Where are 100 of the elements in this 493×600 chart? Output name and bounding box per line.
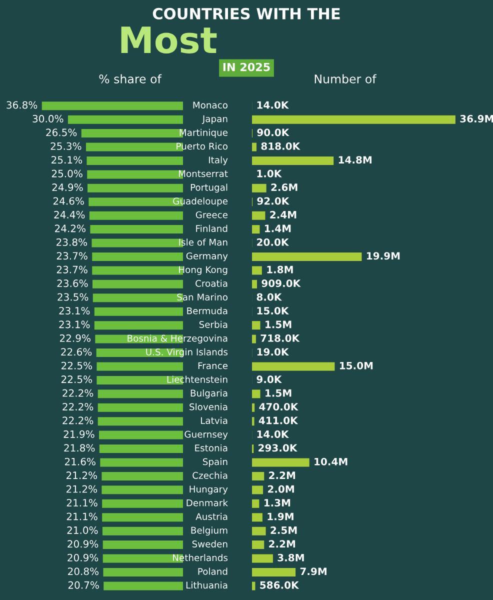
bar — [92, 252, 183, 261]
data-label: 15.0M — [340, 362, 373, 370]
bar — [252, 390, 260, 398]
bar — [252, 252, 362, 261]
y-tick-label: Netherlands — [173, 554, 228, 562]
bar — [100, 458, 183, 467]
data-label: 7.9M — [300, 568, 326, 576]
y-tick-label: Puerto Rico — [176, 142, 228, 150]
bar — [252, 362, 335, 371]
data-label: 21.0% — [67, 526, 98, 534]
bar — [252, 472, 264, 480]
data-label: 22.5% — [62, 376, 92, 384]
x-axis-title: % share of — [99, 74, 162, 84]
bar — [102, 499, 183, 508]
bar — [252, 211, 266, 220]
bar — [102, 540, 183, 550]
data-label: 25.1% — [52, 156, 82, 164]
chart-subtitle: Most — [121, 26, 217, 54]
y-tick-label: Sweden — [192, 540, 228, 548]
y-tick-label: Belgium — [191, 526, 228, 536]
bar — [94, 321, 183, 330]
data-label: 23.6% — [57, 280, 88, 288]
y-tick-label: Bosnia & Herzegovina — [128, 334, 228, 344]
data-label: 30.0% — [32, 114, 64, 122]
y-tick-label: Czechia — [192, 472, 228, 479]
data-label: 1.5M — [266, 320, 292, 328]
bar — [252, 568, 296, 576]
y-tick-label: Japan — [202, 115, 228, 124]
data-label: 21.1% — [66, 512, 98, 520]
data-label: 818.0K — [261, 142, 300, 150]
data-label: 1.5M — [266, 389, 292, 397]
data-label: 9.0K — [256, 376, 282, 384]
y-tick-label: Poland — [198, 568, 228, 575]
bar — [252, 266, 262, 275]
data-label: 21.6% — [64, 458, 96, 466]
bar — [252, 280, 258, 288]
bar — [98, 403, 183, 412]
bar — [98, 417, 183, 426]
data-label: 2.5M — [270, 526, 297, 534]
data-label: 21.2% — [66, 472, 97, 480]
data-label: 22.5% — [62, 362, 92, 370]
y-tick-label: Austria — [196, 512, 228, 520]
bar — [68, 115, 183, 124]
data-label: 25.3% — [50, 142, 82, 150]
y-tick-label: Martinique — [180, 128, 228, 138]
data-label: 718.0K — [260, 334, 300, 342]
bar — [104, 582, 183, 590]
y-tick-label: Monaco — [193, 102, 228, 109]
bar — [252, 526, 266, 536]
data-label: 1.8M — [267, 266, 293, 274]
bar — [99, 444, 183, 454]
data-label: 21.1% — [66, 498, 98, 507]
data-label: 26.5% — [46, 128, 77, 136]
data-label: 1.0K — [257, 170, 282, 178]
data-label: 24.6% — [53, 197, 84, 205]
bar — [94, 307, 183, 316]
data-label: 24.2% — [54, 224, 86, 232]
y-tick-label: Hong Kong — [179, 266, 228, 275]
y-tick-label: Italy — [209, 156, 228, 166]
data-label: 15.0K — [257, 306, 289, 315]
data-label: 1.4M — [265, 224, 291, 232]
bar — [252, 513, 262, 522]
data-label: 1.9M — [268, 512, 294, 520]
bar — [252, 403, 255, 412]
data-label: 470.0K — [259, 402, 298, 411]
bar — [252, 554, 273, 563]
data-label: 1.3M — [264, 498, 290, 507]
text: COUNTRIES WITH THE — [152, 8, 340, 20]
bar — [92, 280, 183, 288]
data-label: 21.9% — [64, 430, 94, 438]
data-label: 19.9M — [367, 252, 400, 260]
bar — [252, 184, 266, 192]
bar — [252, 334, 256, 344]
data-label: 22.2% — [62, 402, 94, 411]
y-tick-label: Greece — [196, 211, 228, 218]
y-tick-label: Estonia — [195, 444, 228, 452]
y-tick-label: Finland — [196, 224, 228, 232]
x-axis-title: Number of — [314, 74, 376, 84]
data-label: 21.8% — [64, 444, 95, 452]
data-label: 22.9% — [60, 334, 90, 342]
data-label: 23.5% — [58, 293, 88, 301]
data-label: 586.0K — [260, 581, 300, 589]
data-label: 19.0K — [257, 348, 289, 356]
data-label: 20.0K — [257, 238, 289, 246]
y-tick-label: Lithuania — [186, 582, 228, 589]
y-tick-label: Spain — [202, 458, 228, 467]
bar — [252, 142, 257, 152]
y-tick-label: Isle of Man — [179, 238, 228, 246]
data-label: 2.4M — [270, 210, 296, 218]
text: IN 2025 — [223, 62, 270, 72]
bar — [252, 499, 260, 508]
bar — [102, 513, 183, 522]
data-label: 20.9% — [68, 554, 98, 562]
bar — [42, 102, 183, 110]
data-label: 23.7% — [56, 252, 88, 260]
bar — [103, 568, 183, 576]
bar — [252, 115, 456, 124]
data-label: 14.0K — [257, 430, 289, 438]
y-tick-label: Latvia — [200, 416, 228, 424]
bar — [102, 526, 183, 536]
